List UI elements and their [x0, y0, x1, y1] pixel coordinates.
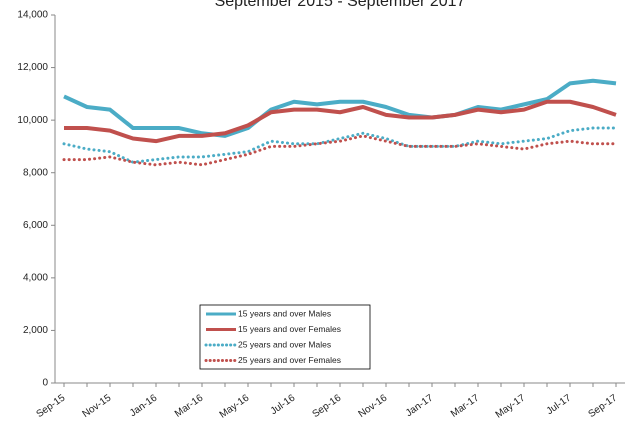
x-tick-label: Mar-17	[449, 392, 482, 419]
y-tick-label: 2,000	[23, 325, 48, 336]
x-tick-label: May-16	[218, 392, 252, 420]
x-tick-label: Nov-15	[81, 392, 114, 420]
x-tick-label: Jul-17	[545, 392, 574, 417]
y-tick-label: 8,000	[23, 167, 48, 178]
x-tick-label: Jul-16	[269, 392, 298, 417]
x-tick-label: Sep-16	[311, 392, 344, 420]
series-line	[64, 99, 617, 144]
legend-label: 25 years and over Males	[238, 339, 331, 349]
x-tick-label: Mar-16	[173, 392, 206, 419]
legend-label: 15 years and over Females	[238, 324, 341, 334]
y-tick-label: 0	[42, 378, 48, 389]
y-tick-label: 4,000	[23, 272, 48, 283]
y-tick-label: 14,000	[17, 10, 48, 21]
y-tick-label: 10,000	[17, 115, 48, 126]
y-tick-label: 12,000	[17, 62, 48, 73]
x-tick-label: Nov-16	[357, 392, 390, 420]
x-tick-label: Jan-17	[404, 392, 436, 419]
legend-label: 15 years and over Males	[238, 308, 331, 318]
x-tick-label: Jan-16	[128, 392, 160, 419]
series-line	[62, 134, 618, 167]
x-tick-label: Sep-17	[587, 392, 620, 420]
series-line	[63, 78, 617, 138]
x-tick-label: Sep-15	[35, 392, 68, 420]
chart-title: September 2015 - September 2017	[215, 0, 466, 10]
y-tick-label: 6,000	[23, 220, 48, 231]
legend-box	[199, 304, 371, 370]
legend-label: 25 years and over Females	[238, 355, 341, 365]
x-tick-label: May-17	[494, 392, 528, 420]
series-line	[62, 126, 618, 164]
